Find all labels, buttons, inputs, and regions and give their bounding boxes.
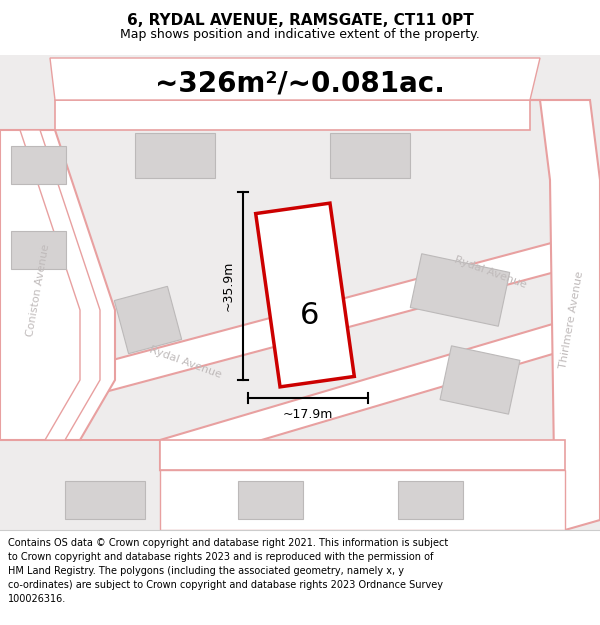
Text: Rydal Avenue: Rydal Avenue	[148, 344, 223, 380]
Text: Contains OS data © Crown copyright and database right 2021. This information is : Contains OS data © Crown copyright and d…	[8, 538, 448, 548]
Text: ~35.9m: ~35.9m	[222, 261, 235, 311]
Text: ~326m²/~0.081ac.: ~326m²/~0.081ac.	[155, 70, 445, 98]
Bar	[0, 55, 600, 530]
Text: ~17.9m: ~17.9m	[283, 408, 333, 421]
Polygon shape	[20, 130, 100, 440]
Text: co-ordinates) are subject to Crown copyright and database rights 2023 Ordnance S: co-ordinates) are subject to Crown copyr…	[8, 580, 443, 590]
Text: Rydal Avenue: Rydal Avenue	[452, 254, 527, 290]
Text: to Crown copyright and database rights 2023 and is reproduced with the permissio: to Crown copyright and database rights 2…	[8, 552, 433, 562]
Polygon shape	[0, 230, 600, 420]
Bar	[115, 286, 182, 354]
Bar	[238, 481, 302, 519]
Bar	[0, 0, 600, 55]
Polygon shape	[160, 470, 565, 530]
Text: 6, RYDAL AVENUE, RAMSGATE, CT11 0PT: 6, RYDAL AVENUE, RAMSGATE, CT11 0PT	[127, 13, 473, 28]
Bar	[330, 132, 410, 178]
Bar	[0, 530, 600, 625]
Polygon shape	[55, 100, 530, 130]
Bar	[256, 203, 355, 387]
Polygon shape	[80, 440, 565, 470]
Bar	[65, 481, 145, 519]
Text: Map shows position and indicative extent of the property.: Map shows position and indicative extent…	[120, 28, 480, 41]
Polygon shape	[0, 130, 115, 440]
Text: 100026316.: 100026316.	[8, 594, 66, 604]
Bar	[410, 254, 510, 326]
Text: 6: 6	[301, 301, 320, 329]
Bar	[11, 231, 65, 269]
Polygon shape	[530, 100, 600, 530]
Text: Thirlmere Avenue: Thirlmere Avenue	[559, 271, 586, 369]
Bar	[11, 146, 65, 184]
Polygon shape	[160, 310, 600, 470]
Bar	[135, 132, 215, 178]
Polygon shape	[50, 58, 540, 100]
Text: Coniston Avenue: Coniston Avenue	[25, 243, 51, 337]
Bar	[398, 481, 463, 519]
Text: HM Land Registry. The polygons (including the associated geometry, namely x, y: HM Land Registry. The polygons (includin…	[8, 566, 404, 576]
Bar	[440, 346, 520, 414]
